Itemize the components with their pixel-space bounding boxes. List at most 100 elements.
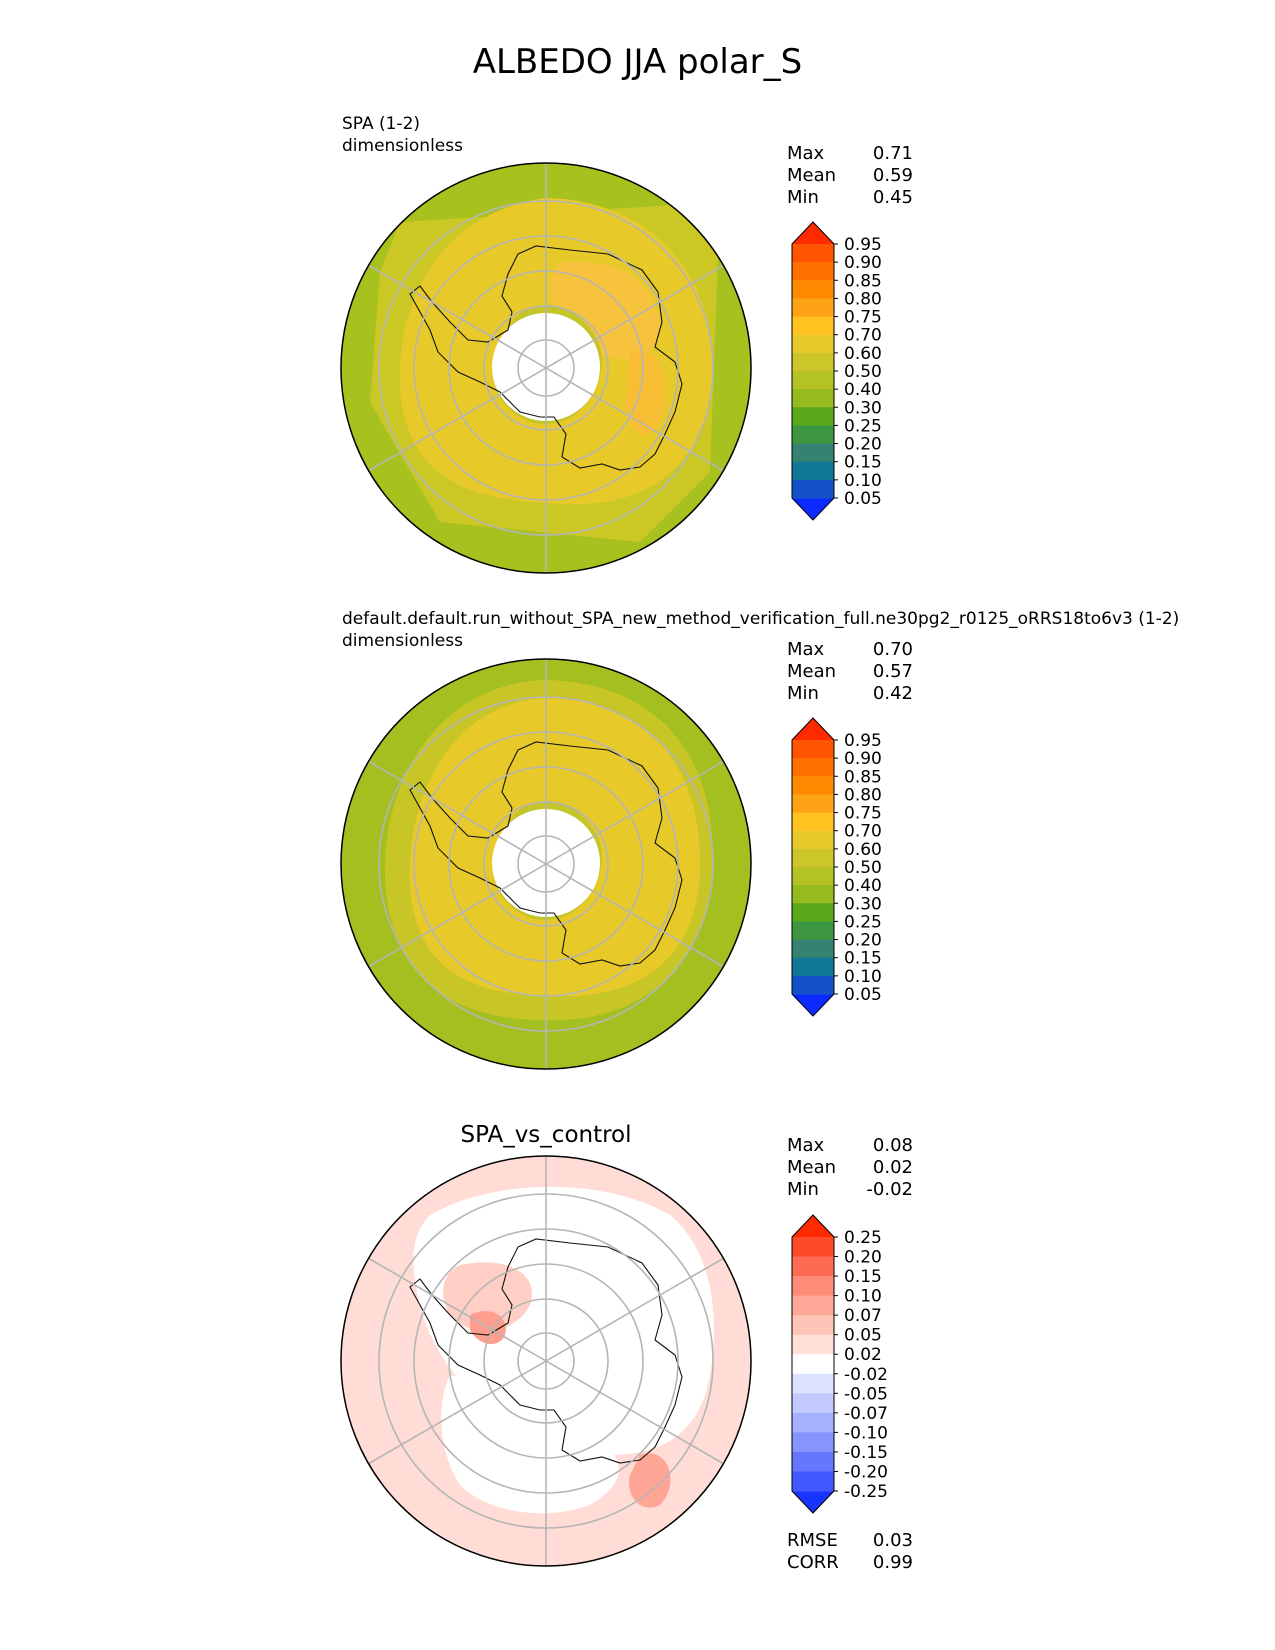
colorbar-tick-label: 0.30 xyxy=(844,398,882,418)
colorbar-extend-min xyxy=(792,498,834,520)
colorbar-segment xyxy=(792,1393,834,1414)
colorbar-tick-label: 0.90 xyxy=(844,749,882,769)
colorbar-segment xyxy=(792,1276,834,1297)
colorbar-segment xyxy=(792,262,834,281)
panel3-map xyxy=(340,1155,752,1567)
panel1-graticule xyxy=(367,163,725,573)
panel1-colorbar: 0.950.900.850.800.750.700.600.500.400.30… xyxy=(791,221,882,521)
colorbar-tick-label: 0.02 xyxy=(844,1345,882,1365)
panel1-stats: Max 0.71 Mean 0.59 Min 0.45 xyxy=(787,143,913,209)
panel3-metric-value: 0.99 xyxy=(872,1552,913,1573)
colorbar-tick-label: 0.25 xyxy=(844,912,882,932)
colorbar-tick-label: 0.25 xyxy=(844,416,882,436)
colorbar-tick-label: -0.10 xyxy=(844,1423,888,1443)
colorbar-segment xyxy=(792,794,834,814)
colorbar-segment xyxy=(792,334,834,354)
panel2-stats: Max 0.70 Mean 0.57 Min 0.42 xyxy=(787,639,913,705)
panel2-stat-value: 0.42 xyxy=(872,683,913,704)
colorbar-segment xyxy=(792,885,834,904)
panel2-stat-name: Mean xyxy=(787,661,837,682)
colorbar-tick-label: 0.10 xyxy=(844,1287,882,1307)
colorbar-segment xyxy=(792,1237,834,1258)
colorbar-segment xyxy=(792,298,834,318)
colorbar-segment xyxy=(792,921,834,941)
panel2-label-block: default.default.run_without_SPA_new_meth… xyxy=(342,608,1179,652)
colorbar-segment xyxy=(792,1334,834,1355)
colorbar-tick-label: 0.15 xyxy=(844,453,882,473)
colorbar-tick-label: -0.05 xyxy=(844,1384,888,1404)
colorbar-segment xyxy=(792,461,834,481)
colorbar-segment xyxy=(792,740,834,759)
panel3-stat-name: Mean xyxy=(787,1157,837,1178)
panel3-graticule xyxy=(367,1156,725,1566)
colorbar-tick-label: -0.15 xyxy=(844,1443,888,1463)
colorbar-segment xyxy=(792,389,834,408)
colorbar-segment xyxy=(792,1432,834,1453)
panel3-stat-value: 0.08 xyxy=(872,1135,913,1156)
colorbar-tick-label: 0.60 xyxy=(844,840,882,860)
panel3-stat-value: 0.02 xyxy=(872,1157,913,1178)
colorbar-tick-label: 0.15 xyxy=(844,949,882,969)
panel1-stat-name: Max xyxy=(787,143,825,164)
panel1-label-block: SPA (1-2) dimensionless xyxy=(342,113,463,157)
colorbar-segment xyxy=(792,812,834,832)
colorbar-segment xyxy=(792,939,834,959)
panel1-stat-value: 0.59 xyxy=(872,165,913,186)
panel2-map xyxy=(340,658,752,1070)
panel3-metrics: RMSE 0.03 CORR 0.99 xyxy=(787,1530,913,1574)
panel2-map-boundary xyxy=(340,658,752,1070)
colorbar-segment xyxy=(792,830,834,850)
panel3-stat-name: Max xyxy=(787,1135,825,1156)
panel3-metric-name: RMSE xyxy=(787,1530,838,1551)
colorbar-segment xyxy=(792,1412,834,1433)
colorbar-tick-label: 0.07 xyxy=(844,1306,882,1326)
colorbar-extend-min xyxy=(792,1491,834,1513)
colorbar-tick-label: 0.15 xyxy=(844,1267,882,1287)
panel3-metric-value: 0.03 xyxy=(872,1530,913,1551)
colorbar-extend-max xyxy=(792,718,834,740)
panel1-stat-name: Min xyxy=(787,187,819,208)
panel1-map xyxy=(340,162,752,574)
panel3-field-peak-southeast xyxy=(629,1453,671,1508)
colorbar-tick-label: 0.90 xyxy=(844,253,882,273)
colorbar-tick-label: 0.75 xyxy=(844,308,882,328)
colorbar-segment xyxy=(792,848,834,868)
panel1-field-high-albedo-2 xyxy=(625,350,666,435)
colorbar-tick-label: 0.70 xyxy=(844,822,882,842)
colorbar-segment xyxy=(792,1471,834,1492)
colorbar-extend-max xyxy=(792,222,834,244)
colorbar-segment xyxy=(792,280,834,300)
colorbar-segment xyxy=(792,867,834,886)
colorbar-segment xyxy=(792,425,834,445)
colorbar-tick-label: 0.20 xyxy=(844,435,882,455)
panel2-coastline xyxy=(409,741,683,967)
colorbar-segment xyxy=(792,352,834,372)
panel3-map-boundary xyxy=(340,1155,752,1567)
colorbar-segment xyxy=(792,316,834,336)
colorbar-segment xyxy=(792,903,834,923)
colorbar-extend-max xyxy=(792,1215,834,1237)
colorbar-tick-label: 0.05 xyxy=(844,1326,882,1346)
colorbar-tick-label: 0.05 xyxy=(844,489,882,509)
colorbar-segment xyxy=(792,776,834,796)
colorbar-segment xyxy=(792,407,834,427)
colorbar-segment xyxy=(792,1315,834,1336)
panel2-stat-value: 0.70 xyxy=(872,639,913,660)
colorbar-segment xyxy=(792,443,834,463)
panel2-stat-name: Min xyxy=(787,683,819,704)
panel2-graticule xyxy=(367,659,725,1069)
colorbar-tick-label: -0.20 xyxy=(844,1462,888,1482)
colorbar-tick-label: 0.20 xyxy=(844,1248,882,1268)
panel2-stat-value: 0.57 xyxy=(872,661,913,682)
colorbar-tick-label: 0.80 xyxy=(844,289,882,309)
panel2-stat-name: Max xyxy=(787,639,825,660)
colorbar-segment xyxy=(792,1373,834,1394)
figure-title: ALBEDO JJA polar_S xyxy=(472,42,803,82)
colorbar-segment xyxy=(792,479,834,499)
colorbar-extend-min xyxy=(792,994,834,1016)
colorbar-segment xyxy=(792,1451,834,1473)
colorbar-tick-label: 0.25 xyxy=(844,1228,882,1248)
panel1-stat-value: 0.45 xyxy=(872,187,913,208)
colorbar-segment xyxy=(792,975,834,995)
colorbar-tick-label: 0.95 xyxy=(844,731,882,751)
